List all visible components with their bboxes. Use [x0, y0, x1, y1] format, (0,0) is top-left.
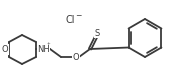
Text: NH: NH	[37, 45, 50, 54]
Text: O: O	[2, 45, 8, 54]
Text: Cl: Cl	[65, 15, 74, 25]
Text: −: −	[75, 11, 81, 20]
Text: ⁺: ⁺	[47, 43, 51, 49]
Text: O: O	[73, 53, 79, 62]
Text: S: S	[94, 28, 100, 37]
